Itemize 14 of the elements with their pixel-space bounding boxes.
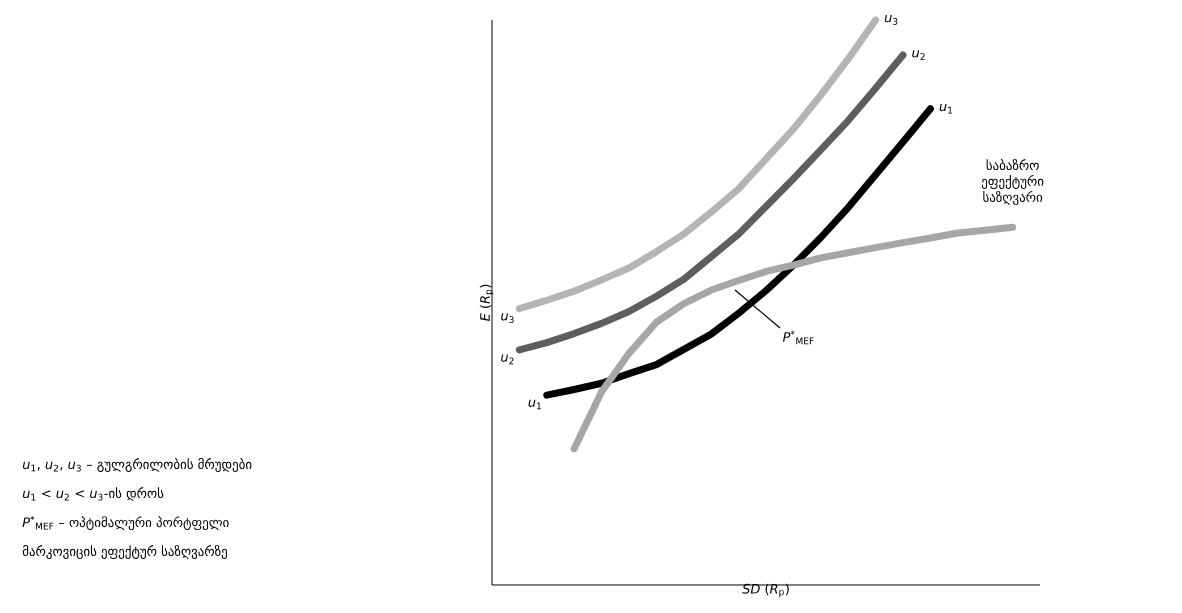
annotation: P$^{*}$MEF: [782, 330, 814, 345]
series-label: u$_{3}$: [501, 313, 514, 324]
x-axis-title: SD (R$_{p}$): [742, 583, 789, 598]
text: u$_{1}$ < u$_{2}$ < u$_{3}$-ის დროს: [22, 487, 164, 501]
text: u$_{1}$, u$_{2}$, u$_{3}$ – გულგრილობის მრუდები: [22, 458, 252, 472]
text: მარკოვიცის ეფექტურ საზღვარზე: [22, 545, 227, 559]
text: u$_{3}$: [884, 15, 898, 25]
text: u$_{2}$: [912, 50, 925, 60]
y-axis-title: E (R$_{p}$): [479, 284, 494, 321]
text: P$^{*}$$_{MEF}$ – ოპტიმალური პორტფელი: [22, 515, 229, 531]
series-label: საბაზრო ეფექტური საზღვარი: [981, 159, 1044, 205]
series-label: u$_{2}$: [501, 354, 514, 365]
text: u$_{1}$: [939, 103, 953, 114]
series-label: u$_{1}$: [528, 399, 541, 410]
